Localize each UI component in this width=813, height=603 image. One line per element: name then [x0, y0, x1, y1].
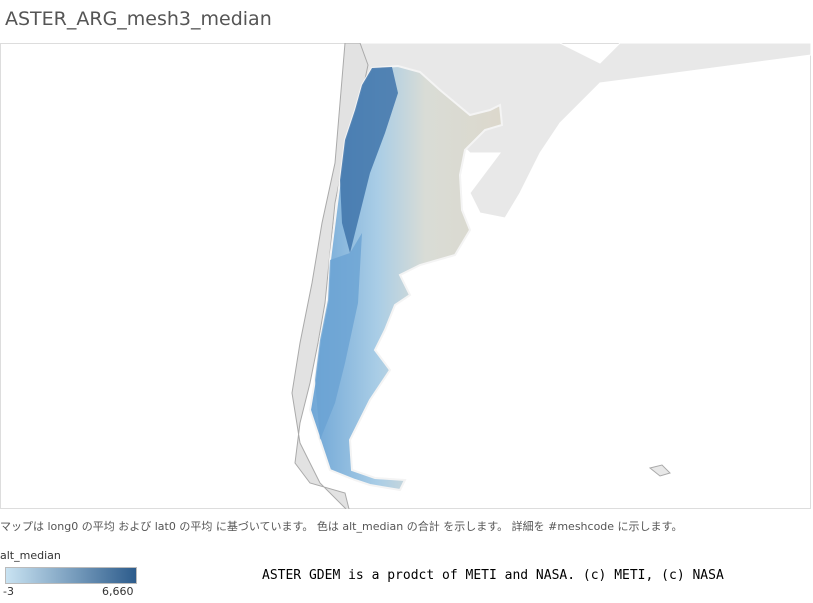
legend-bar	[5, 567, 137, 584]
title: ASTER_ARG_mesh3_median	[5, 8, 272, 30]
map	[0, 43, 811, 509]
andes-high	[340, 67, 398, 253]
credit: ASTER GDEM is a prodct of METI and NASA.…	[262, 568, 724, 583]
legend-min: -3	[3, 585, 14, 598]
caption: マップは long0 の平均 および lat0 の平均 に基づいています。 色は…	[0, 520, 683, 533]
andes-south	[315, 233, 362, 440]
islands	[648, 464, 671, 477]
legend-max: 6,660	[102, 585, 134, 598]
legend-title: alt_median	[0, 549, 61, 562]
